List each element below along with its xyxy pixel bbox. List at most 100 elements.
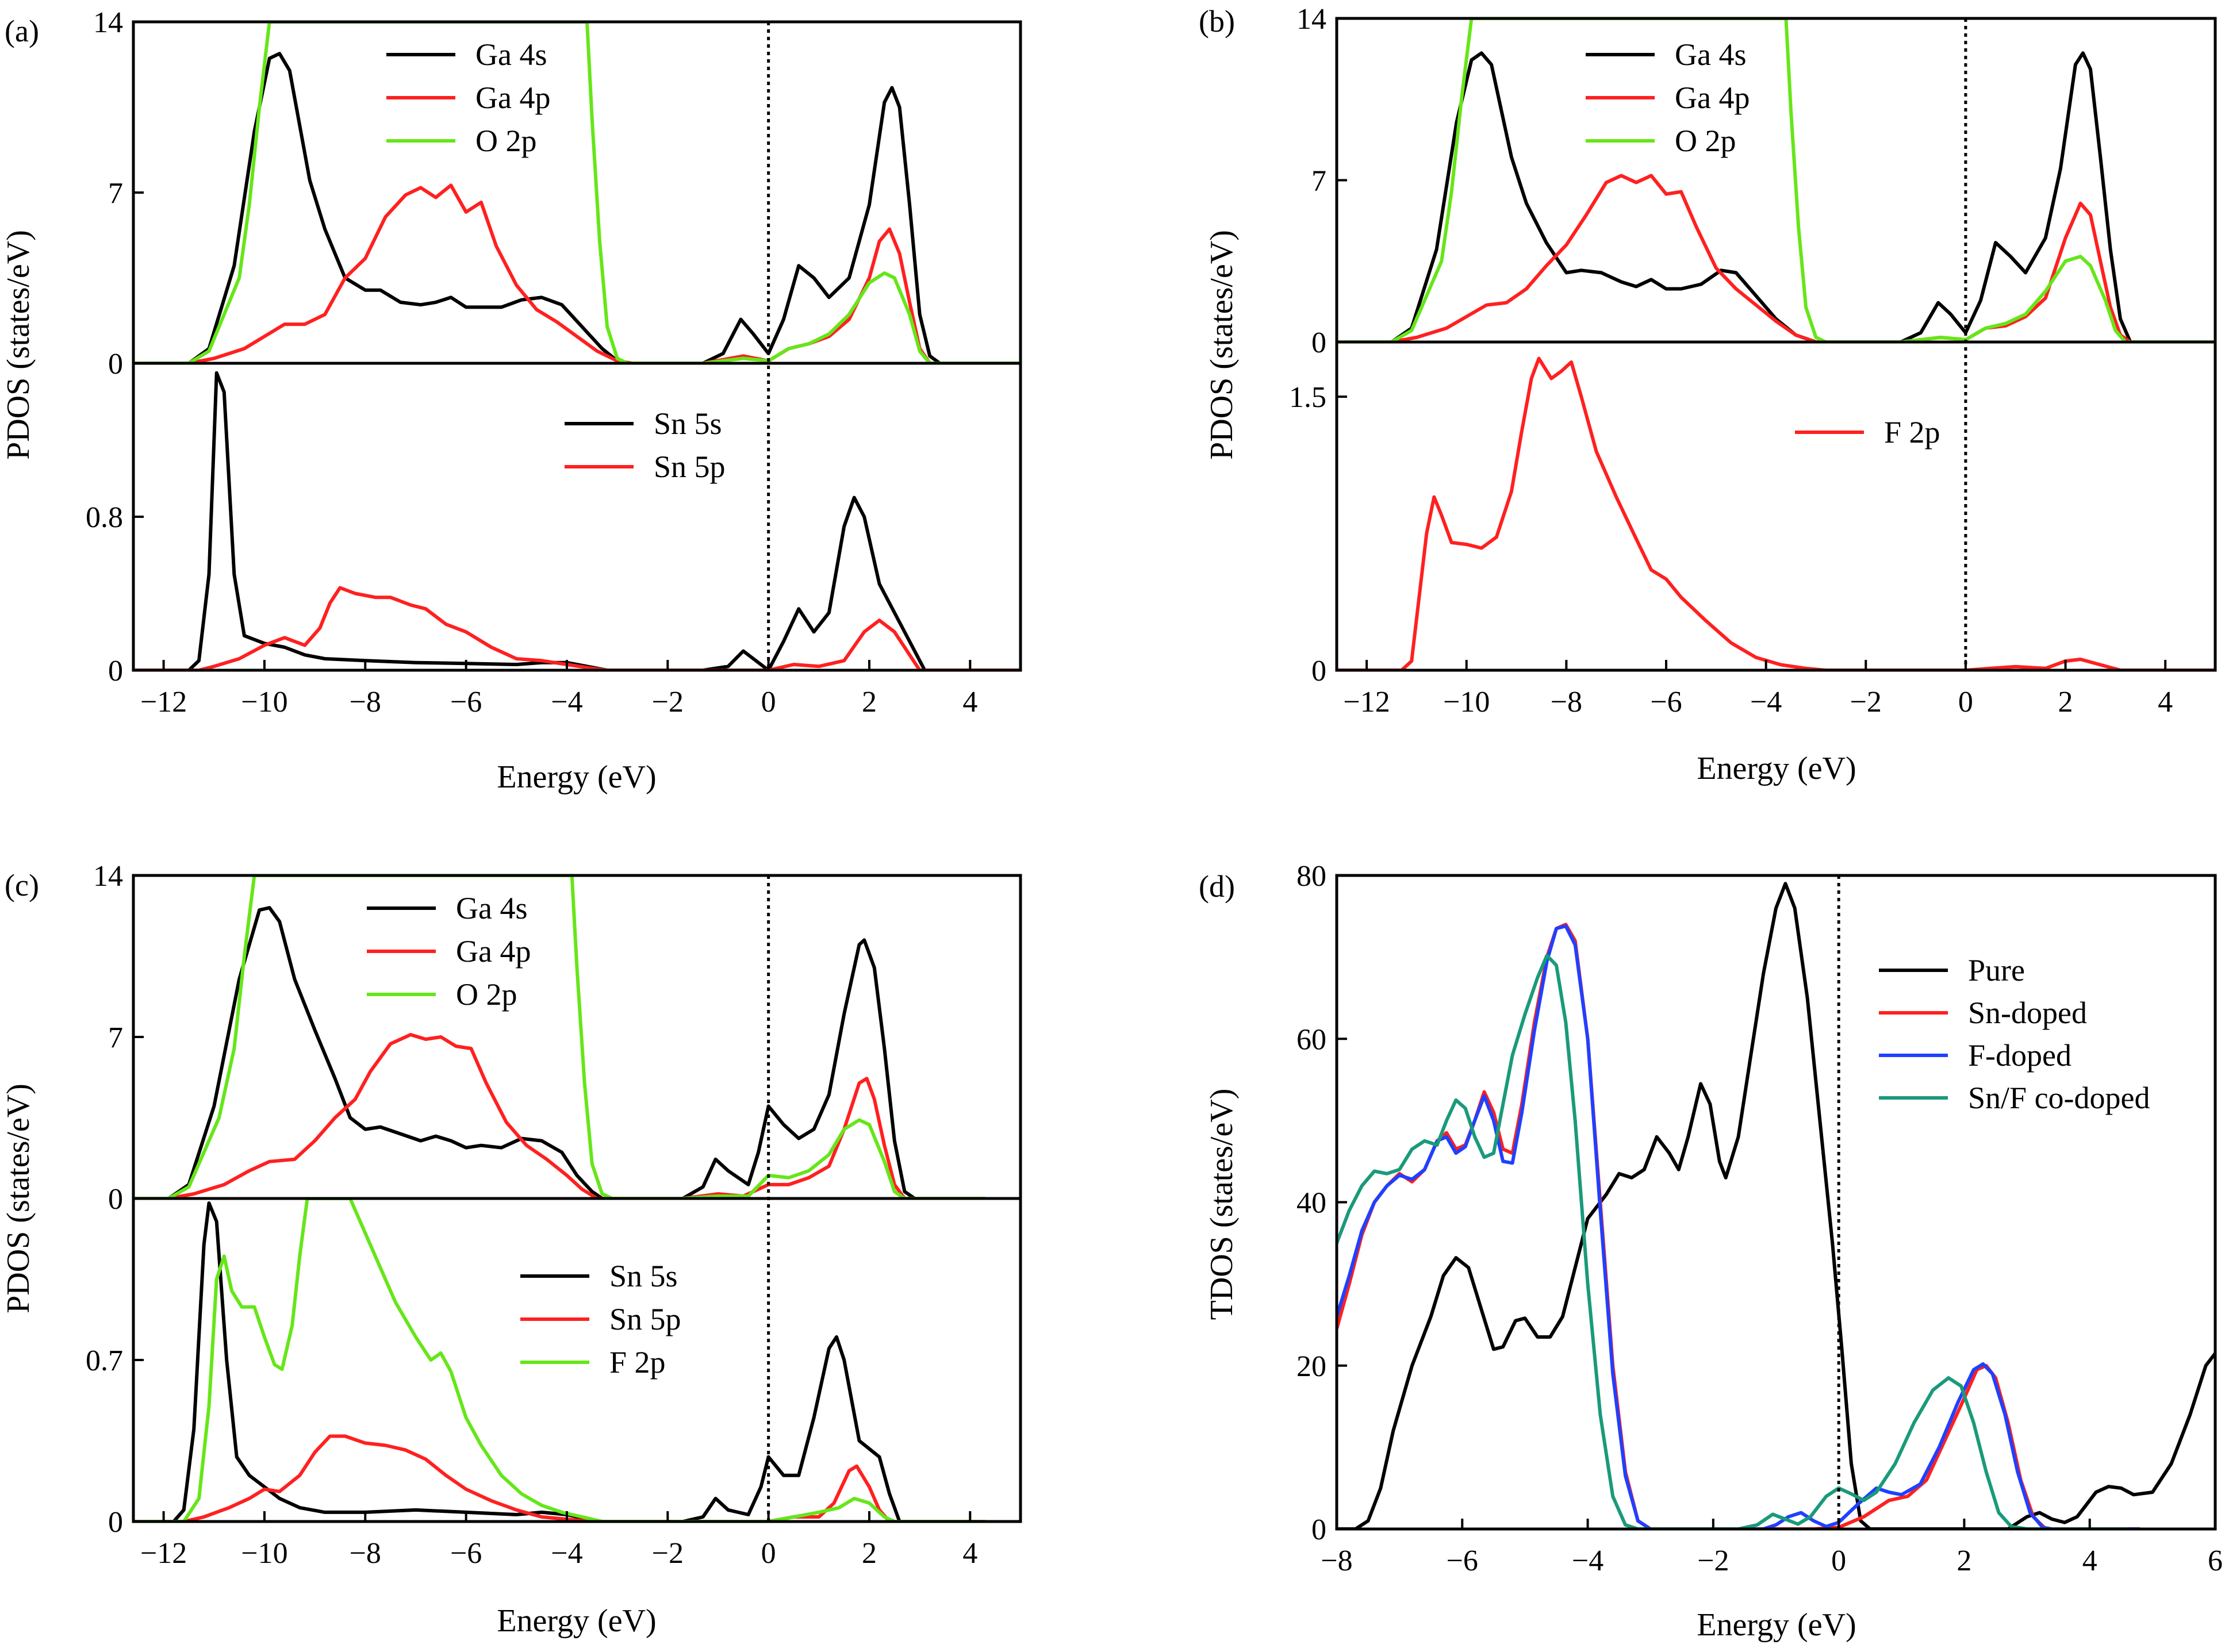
x-tick-label: −2 (1697, 1545, 1729, 1577)
x-tick-label: 2 (2058, 686, 2073, 719)
legend-label: Ga 4p (475, 80, 550, 115)
series-line-ga-4s (1337, 51, 2215, 342)
y-tick-label: 7 (108, 1021, 123, 1054)
x-tick-label: −12 (140, 686, 187, 719)
y-axis-title: PDOS (states/eV) (1204, 230, 1240, 460)
legend-label: Ga 4s (456, 891, 527, 925)
panel-tag: (d) (1199, 869, 1235, 904)
y-tick-label: 0 (1311, 1513, 1326, 1546)
x-tick-label: −12 (140, 1537, 187, 1570)
legend: Ga 4s Ga 4p O 2p (386, 37, 550, 158)
legend-label: O 2p (475, 124, 537, 158)
y-tick-label: 14 (93, 860, 123, 893)
x-tick-label: −10 (241, 686, 287, 719)
legend: Ga 4s Ga 4p O 2p (367, 891, 531, 1012)
subplot-1: 0 7 14 Ga 4s Ga 4p O 2p (1296, 3, 2215, 359)
x-tick-label: 0 (1831, 1545, 1846, 1577)
x-tick-label: −8 (350, 1537, 381, 1570)
y-tick-label: 40 (1296, 1187, 1326, 1220)
x-tick-label: −8 (1551, 686, 1582, 719)
x-tick-label: 4 (2082, 1545, 2097, 1577)
x-axis-title: Energy (eV) (1697, 1607, 1856, 1643)
legend-label: Ga 4p (1675, 80, 1750, 115)
legend-label: Sn/F co-doped (1968, 1081, 2150, 1115)
legend-label: F 2p (1884, 415, 1940, 450)
x-tick-label: −2 (1850, 686, 1882, 719)
x-tick-label: 0 (761, 1537, 776, 1570)
x-tick-label: −10 (1443, 686, 1490, 719)
panel-a: (a) 0 7 14 Ga 4s Ga 4p O 2p 0 0.8 Sn 5s Sn 5p −12 −1… (1, 6, 1022, 795)
legend: Pure Sn-doped F-doped Sn/F co-doped (1879, 953, 2150, 1115)
y-axis-title: TDOS (states/eV) (1204, 1089, 1240, 1320)
legend-label: Ga 4p (456, 934, 531, 969)
x-tick-label: 4 (2158, 686, 2173, 719)
plot-frame (1335, 17, 2217, 672)
subplot-2: 0 1.5 F 2p (1289, 356, 2215, 687)
x-tick-label: 2 (1957, 1545, 1971, 1577)
legend-label: Sn 5s (654, 406, 722, 441)
legend-label: Ga 4s (1675, 37, 1746, 72)
panel-tag: (b) (1199, 4, 1235, 39)
panel-b: (b) 0 7 14 Ga 4s Ga 4p O 2p 0 1.5 F 2p −12 −10 −8 −6 −… (1199, 3, 2217, 786)
y-axis-title: PDOS (states/eV) (1, 1084, 36, 1313)
y-axis-title: PDOS (states/eV) (1, 230, 36, 460)
y-tick-label: 0 (108, 1506, 123, 1539)
x-tick-label: −2 (652, 1537, 684, 1570)
panel-tag: (c) (5, 868, 39, 902)
y-tick-label: 14 (1296, 3, 1326, 36)
legend: Sn 5s Sn 5p F 2p (520, 1259, 681, 1380)
legend: Ga 4s Ga 4p O 2p (1586, 37, 1750, 158)
subplot-2: 0 0.8 Sn 5s Sn 5p (86, 371, 1021, 687)
y-tick-label: 7 (1311, 165, 1326, 198)
series-line-ga-4p (133, 183, 1021, 363)
x-tick-label: −8 (1321, 1545, 1352, 1577)
series-line-o-2p (1337, 18, 2215, 342)
series-line-ga-4s (133, 906, 985, 1198)
series-line-ga-4p (1337, 174, 2215, 342)
x-tick-label: −4 (1572, 1545, 1603, 1577)
subplot-1: 0 7 14 Ga 4s Ga 4p O 2p (93, 860, 1021, 1216)
series-line-f-2p (1337, 356, 2215, 670)
legend-label: Ga 4s (475, 37, 547, 72)
series-line-sn-5p (133, 586, 1021, 670)
panel-c: (c) 0 7 14 Ga 4s Ga 4p O 2p 0 0.7 Sn 5s Sn 5p F 2p −… (1, 860, 1022, 1639)
y-tick-label: 1.5 (1289, 381, 1326, 414)
legend-label: Sn-doped (1968, 996, 2087, 1030)
y-tick-label: 60 (1296, 1023, 1326, 1056)
x-tick-label: 2 (862, 686, 877, 719)
series-line-sn-5p (133, 1434, 985, 1522)
x-tick-label: −6 (450, 686, 482, 719)
x-tick-label: −6 (1650, 686, 1682, 719)
x-tick-label: −10 (241, 1537, 287, 1570)
y-tick-label: 0.8 (86, 501, 123, 534)
legend-label: Sn 5p (609, 1302, 681, 1336)
legend-label: Sn 5s (609, 1259, 678, 1293)
x-tick-label: 2 (862, 1537, 877, 1570)
legend: F 2p (1795, 415, 1940, 450)
legend-label: F-doped (1968, 1038, 2071, 1073)
y-tick-label: 7 (108, 177, 123, 210)
subplot-2: 0 0.7 Sn 5s Sn 5p F 2p (86, 1198, 1021, 1539)
x-tick-label: −6 (450, 1537, 482, 1570)
plot-frame (132, 874, 1022, 1523)
legend-label: F 2p (609, 1345, 666, 1380)
y-tick-label: 0 (1311, 326, 1326, 359)
x-tick-label: 4 (962, 1537, 977, 1570)
y-tick-label: 0 (108, 348, 123, 381)
series-line-f-2p (133, 1198, 985, 1522)
x-tick-label: −6 (1447, 1545, 1478, 1577)
x-tick-label: −4 (551, 1537, 582, 1570)
y-tick-label: 0.7 (86, 1344, 123, 1377)
legend-label: Pure (1968, 953, 2025, 988)
x-tick-label: 0 (761, 686, 776, 719)
series-line-ga-4p (133, 1033, 985, 1198)
series-line-ga-4s (133, 52, 1021, 363)
x-tick-label: 0 (1958, 686, 1973, 719)
x-axis-title: Energy (eV) (1697, 751, 1856, 786)
subplot-1: 0 20 40 60 80 Pure Sn-doped F-doped Sn/F co-dope… (1296, 860, 2215, 1546)
legend-label: O 2p (456, 977, 517, 1012)
x-tick-label: −2 (652, 686, 684, 719)
